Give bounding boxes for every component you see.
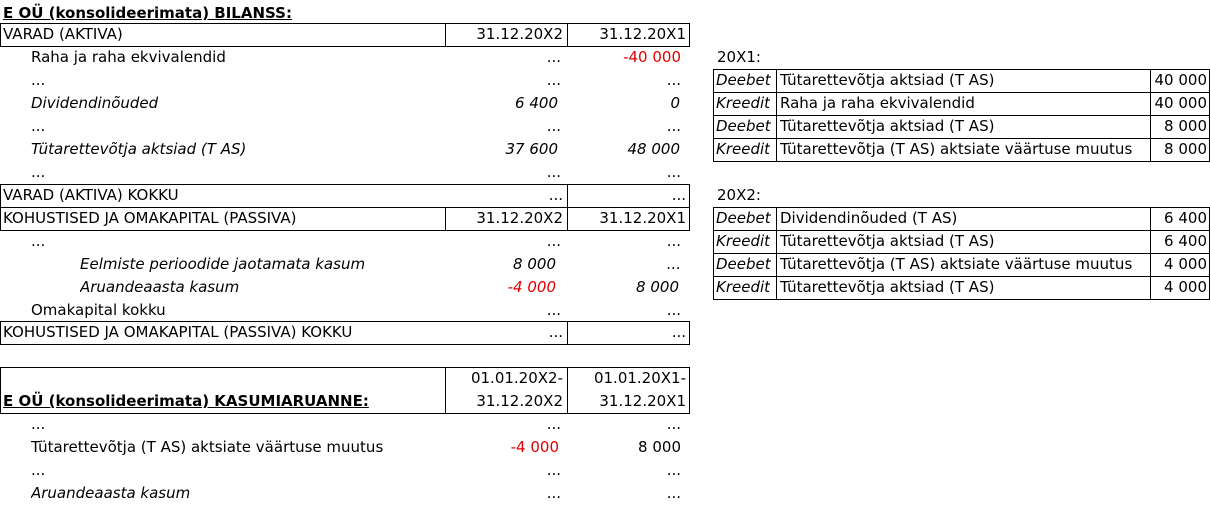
asset-label: ... (31, 117, 46, 135)
assets-total-x2: ... (548, 186, 563, 204)
liab-total-label: KOHUSTISED JA OMAKAPITAL (PASSIVA) KOKKU (3, 323, 353, 341)
assets-total-label: VARAD (AKTIVA) KOKKU (3, 186, 179, 204)
entry-account: Tütarettevõtja aktsiad (T AS) (780, 232, 995, 250)
assets-header-col1: 31.12.20X2 (476, 25, 563, 43)
income-value-x2: ... (546, 484, 561, 502)
entry-type: Kreedit (716, 278, 771, 296)
entry-amount: 4 000 (1164, 278, 1207, 296)
entry-account: Tütarettevõtja aktsiad (T AS) (780, 71, 995, 89)
entry-type: Kreedit (716, 140, 771, 158)
entry-amount: 8 000 (1164, 117, 1207, 135)
liab-label: Aruandeaasta kasum (80, 278, 240, 296)
entry-amount: 4 000 (1164, 255, 1207, 273)
entries-x2-title: 20X2: (717, 186, 761, 204)
income-label: ... (31, 461, 46, 479)
entry-amount: 40 000 (1154, 71, 1208, 89)
entry-type: Deebet (716, 209, 771, 227)
income-label: ... (31, 415, 46, 433)
income-value-x2: ... (546, 415, 561, 433)
income-value-x1: ... (666, 484, 681, 502)
income-col1-line1: 01.01.20X2- (470, 369, 563, 387)
income-value-x1: ... (666, 461, 681, 479)
asset-value-x1: 0 (670, 94, 680, 112)
entry-type: Deebet (716, 71, 771, 89)
entry-type: Deebet (716, 255, 771, 273)
income-value-x1: 8 000 (638, 438, 681, 456)
liab-header-label: KOHUSTISED JA OMAKAPITAL (PASSIVA) (3, 209, 297, 227)
liab-value-x2: ... (546, 232, 561, 250)
entry-account: Tütarettevõtja aktsiad (T AS) (780, 117, 995, 135)
entry-account: Tütarettevõtja aktsiad (T AS) (780, 278, 995, 296)
liab-total-row (0, 321, 690, 345)
asset-label: ... (31, 163, 46, 181)
asset-value-x2: ... (546, 48, 561, 66)
assets-header-label: VARAD (AKTIVA) (3, 25, 123, 43)
liab-total-x2: ... (548, 323, 563, 341)
income-col2-line2: 31.12.20X1 (599, 392, 686, 410)
asset-value-x1: ... (666, 163, 681, 181)
asset-value-x2: ... (546, 71, 561, 89)
liab-label: Omakapital kokku (31, 301, 166, 319)
asset-value-x2: ... (546, 163, 561, 181)
liab-total-x1: ... (671, 323, 686, 341)
entry-amount: 8 000 (1164, 140, 1207, 158)
income-header-box (0, 367, 690, 414)
entry-amount: 6 400 (1164, 232, 1207, 250)
asset-label: Raha ja raha ekvivalendid (31, 48, 226, 66)
entry-type: Deebet (716, 117, 771, 135)
liab-value-x1: ... (666, 301, 681, 319)
entry-type: Kreedit (716, 94, 771, 112)
liab-label: ... (31, 232, 46, 250)
balance-title: E OÜ (konsolideerimata) BILANSS: (3, 4, 292, 22)
liab-header-col1: 31.12.20X2 (476, 209, 563, 227)
assets-header-row (0, 23, 690, 47)
entries-x1-title: 20X1: (717, 48, 761, 66)
income-value-x1: ... (666, 415, 681, 433)
liab-value-x1: 8 000 (636, 278, 679, 296)
entry-account: Raha ja raha ekvivalendid (780, 94, 975, 112)
liab-header-col2: 31.12.20X1 (599, 209, 686, 227)
asset-label: ... (31, 71, 46, 89)
asset-value-x2: 37 600 (505, 140, 559, 158)
asset-value-x1: ... (666, 117, 681, 135)
liab-value-x2: ... (546, 301, 561, 319)
income-col1-line2: 31.12.20X2 (476, 392, 563, 410)
entry-account: Tütarettevõtja (T AS) aktsiate väärtuse … (780, 255, 1133, 273)
liab-value-x1: ... (666, 255, 681, 273)
liab-label: Eelmiste perioodide jaotamata kasum (80, 255, 366, 273)
income-label: Tütarettevõtja (T AS) aktsiate väärtuse … (31, 438, 384, 456)
entry-account: Tütarettevõtja (T AS) aktsiate väärtuse … (780, 140, 1133, 158)
income-value-x2: ... (546, 461, 561, 479)
asset-label: Tütarettevõtja aktsiad (T AS) (31, 140, 247, 158)
asset-value-x1: -40 000 (623, 48, 681, 66)
assets-total-x1: ... (671, 186, 686, 204)
asset-value-x2: 6 400 (515, 94, 558, 112)
asset-value-x1: 48 000 (627, 140, 681, 158)
income-title: E OÜ (konsolideerimata) KASUMIARUANNE: (3, 392, 369, 410)
liab-value-x2: -4 000 (507, 278, 556, 296)
asset-label: Dividendinõuded (31, 94, 159, 112)
asset-value-x2: ... (546, 117, 561, 135)
income-value-x2: -4 000 (510, 438, 559, 456)
entry-type: Kreedit (716, 232, 771, 250)
income-label: Aruandeaasta kasum (31, 484, 191, 502)
entry-account: Dividendinõuded (T AS) (780, 209, 958, 227)
liab-value-x1: ... (666, 232, 681, 250)
liab-value-x2: 8 000 (513, 255, 556, 273)
income-col2-line1: 01.01.20X1- (593, 369, 686, 387)
entry-amount: 40 000 (1154, 94, 1208, 112)
asset-value-x1: ... (666, 71, 681, 89)
entry-amount: 6 400 (1164, 209, 1207, 227)
assets-header-col2: 31.12.20X1 (599, 25, 686, 43)
